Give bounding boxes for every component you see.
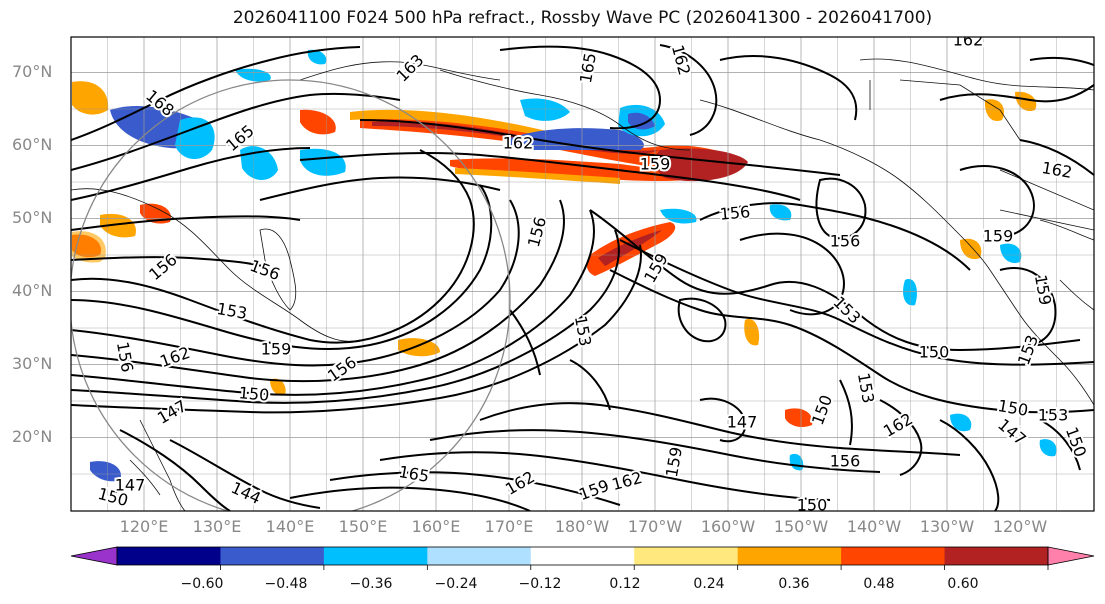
anomaly-patch	[300, 109, 336, 135]
anomaly-patch	[598, 230, 662, 266]
anomaly-patch	[1000, 243, 1022, 264]
anomaly-patch	[307, 49, 327, 65]
lon-label-130w: 130°W	[919, 517, 975, 536]
coastlines	[71, 58, 1094, 511]
contour-label: 159	[983, 227, 1014, 246]
anomaly-patch	[785, 408, 813, 428]
anomaly-patch	[950, 413, 972, 432]
contour-label: 147	[115, 476, 146, 495]
colorbar-extend-high	[1047, 546, 1095, 566]
colorbar-segment	[841, 547, 946, 565]
contour-label: 162	[953, 31, 984, 50]
anomaly-patch	[100, 213, 136, 238]
lon-label-150w: 150°W	[773, 517, 829, 536]
anomaly-patch	[455, 168, 620, 184]
lon-label-120w: 120°W	[992, 517, 1048, 536]
colorbar-tick-label: 0.24	[693, 576, 725, 592]
anomaly-patch	[72, 81, 109, 115]
colorbar-tick-label: −0.60	[180, 576, 224, 592]
anomaly-patch	[769, 204, 792, 221]
anomaly-patch	[960, 238, 982, 260]
colorbar-segment	[944, 547, 1049, 565]
colorbar-frame	[116, 546, 1049, 566]
plot-frame	[70, 36, 1095, 512]
map-title: 2026041100 F024 500 hPa refract., Rossby…	[232, 8, 933, 28]
contour-label: 159	[640, 155, 671, 174]
colorbar-segment	[323, 547, 428, 565]
anomaly-patch	[903, 279, 917, 306]
anomaly-patch	[450, 158, 700, 182]
lon-label-140e: 140°E	[265, 517, 315, 536]
contour-label: 159	[261, 340, 292, 359]
anomaly-patch	[508, 128, 644, 150]
anomaly-patch	[175, 117, 215, 160]
lon-label-160e: 160°E	[411, 517, 461, 536]
colorbar	[70, 546, 1095, 570]
colorbar-segment	[634, 547, 739, 565]
lon-label-130e: 130°E	[192, 517, 242, 536]
colorbar-tick-label: 0.48	[863, 576, 895, 592]
contour-label: 150	[238, 383, 270, 405]
lat-label-20: 20°N	[12, 427, 53, 446]
contour-label: 147	[727, 413, 758, 432]
anomaly-patch	[628, 112, 655, 130]
lat-label-50: 50°N	[12, 208, 53, 227]
colorbar-tick-label: −0.48	[264, 576, 308, 592]
anomaly-patch	[235, 68, 271, 82]
colorbar-segment	[427, 547, 532, 565]
colorbar-tick-label: −0.12	[518, 576, 562, 592]
colorbar-tick-label: 0.12	[609, 576, 641, 592]
lon-label-160w: 160°W	[700, 517, 756, 536]
anomaly-patch	[90, 461, 121, 482]
contour-label: 156	[719, 202, 751, 224]
colorbar-tick-label: 0.60	[947, 576, 979, 592]
anomaly-patch	[520, 98, 570, 121]
colorbar-segment	[117, 547, 221, 565]
lon-label-170w: 170°W	[627, 517, 683, 536]
anomaly-patch	[350, 109, 560, 140]
contour-label: 150	[996, 396, 1029, 420]
anomaly-patch	[398, 338, 440, 357]
contour-label: 156	[830, 452, 861, 471]
colorbar-segment	[220, 547, 325, 565]
contour-label: 150	[919, 343, 950, 362]
anomaly-patch	[72, 231, 106, 263]
anomaly-patch	[660, 208, 697, 224]
colorbar-segment	[530, 547, 635, 565]
lon-label-150e: 150°E	[338, 517, 388, 536]
colorbar-tick-label: −0.24	[434, 576, 478, 592]
contour-label: 150	[797, 496, 828, 515]
lon-label-120e: 120°E	[119, 517, 169, 536]
colorbar-tick-label: 0.36	[778, 576, 810, 592]
anomaly-patch	[1039, 439, 1057, 457]
anomaly-patch	[744, 319, 760, 346]
contour-label: 162	[503, 134, 534, 153]
lon-label-170e: 170°E	[484, 517, 534, 536]
lon-label-180w: 180°W	[554, 517, 610, 536]
lat-label-60: 60°N	[12, 135, 53, 154]
anomaly-patch	[984, 99, 1005, 122]
lat-label-30: 30°N	[12, 354, 53, 373]
anomaly-patch	[300, 148, 346, 176]
colorbar-tick-label: −0.36	[349, 576, 393, 592]
lon-label-140w: 140°W	[846, 517, 902, 536]
colorbar-segment	[737, 547, 842, 565]
reference-circle	[71, 79, 511, 511]
colorbar-extend-low	[70, 546, 118, 566]
lat-label-40: 40°N	[12, 281, 53, 300]
lat-label-70: 70°N	[12, 62, 53, 81]
anomaly-patch	[654, 148, 748, 182]
contour-label: 156	[830, 232, 861, 251]
anomaly-patch	[270, 378, 286, 396]
contour-label: 153	[1038, 406, 1069, 425]
